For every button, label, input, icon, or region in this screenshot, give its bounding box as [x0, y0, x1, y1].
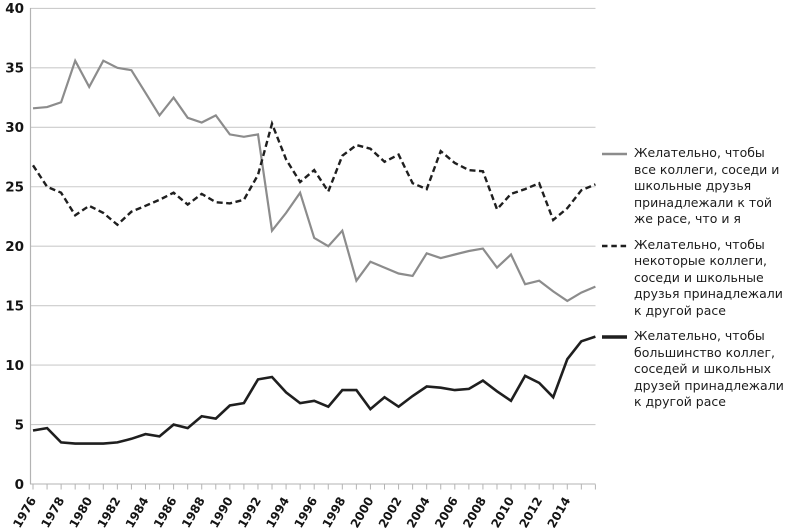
- x-axis-label: 2000: [348, 495, 377, 531]
- x-axis-label: 1996: [291, 495, 320, 531]
- x-axis-label: 1982: [95, 495, 124, 531]
- x-axis-label: 1990: [207, 495, 236, 531]
- y-axis-label: 0: [15, 477, 24, 493]
- y-axis-label: 40: [5, 1, 24, 17]
- x-axis-label: 1992: [235, 495, 264, 531]
- x-axis-label: 1984: [123, 495, 152, 531]
- x-axis-label: 2004: [404, 495, 433, 531]
- x-axis-label: 1988: [179, 495, 208, 531]
- x-axis-label: 1998: [320, 495, 349, 531]
- x-axis-label: 1980: [67, 495, 96, 531]
- solid-gray-line-icon: [602, 152, 627, 156]
- solid-black-line-icon: [602, 335, 627, 339]
- x-axis-label: 2012: [516, 495, 545, 531]
- x-axis-label: 2002: [376, 495, 405, 531]
- y-axis-label: 35: [5, 61, 24, 77]
- legend-item-most-different-race: Желательно, чтобы большинство коллег, со…: [602, 328, 790, 411]
- y-axis-label: 30: [5, 120, 24, 136]
- legend-item-all-same-race: Желательно, чтобы все коллеги, соседи и …: [602, 145, 790, 228]
- y-axis-label: 15: [5, 298, 24, 314]
- series-line-some-different-race: [31, 119, 596, 227]
- x-axis-label: 2010: [488, 495, 517, 531]
- y-axis-label: 10: [5, 358, 24, 374]
- x-axis-label: 1986: [151, 495, 180, 531]
- y-axis-label: 25: [5, 180, 24, 196]
- dashed-black-line-icon: [602, 244, 627, 247]
- chart-legend: Желательно, чтобы все коллеги, соседи и …: [602, 145, 790, 411]
- legend-label-most-different-race: Желательно, чтобы большинство коллег, со…: [634, 328, 784, 409]
- x-axis-label: 2006: [432, 495, 461, 531]
- legend-label-all-same-race: Желательно, чтобы все коллеги, соседи и …: [634, 145, 780, 226]
- x-axis-label: 1978: [38, 495, 67, 531]
- y-axis-label: 5: [15, 417, 24, 433]
- x-axis-label: 2008: [460, 495, 489, 531]
- x-axis-label: 2014: [545, 495, 574, 531]
- series-line-most-different-race: [32, 335, 596, 445]
- x-axis-label: 1976: [10, 495, 39, 531]
- series-line-all-same-race: [32, 57, 596, 303]
- y-axis-label: 20: [5, 239, 24, 255]
- race-preference-chart: 0 5 10 15 20 25 30 35 40 1976 1978 1980 1982 1984 1986…: [5, 1, 596, 531]
- x-axis-label: 1994: [263, 495, 292, 531]
- legend-item-some-different-race: Желательно, чтобы некоторые коллеги, сос…: [602, 237, 790, 320]
- legend-label-some-different-race: Желательно, чтобы некоторые коллеги, сос…: [634, 236, 783, 318]
